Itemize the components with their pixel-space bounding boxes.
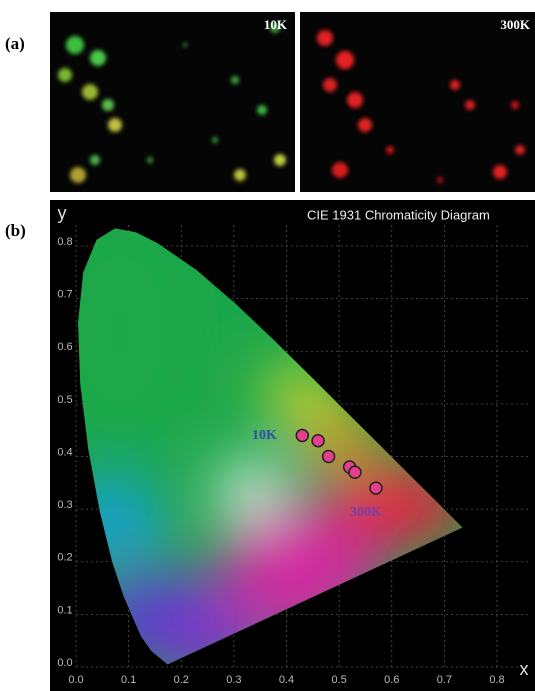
data-point bbox=[349, 466, 361, 478]
x-axis-label: x bbox=[520, 659, 529, 679]
x-tick-label: 0.5 bbox=[331, 674, 346, 686]
x-tick-label: 0.1 bbox=[121, 674, 136, 686]
data-point bbox=[323, 451, 335, 463]
data-point bbox=[296, 429, 308, 441]
figure: (a) (b) 10K 300K CIE 1931 Chromaticity Diagr… bbox=[0, 0, 535, 691]
y-tick-label: 0.8 bbox=[57, 236, 72, 248]
x-tick-label: 0.3 bbox=[226, 674, 241, 686]
y-tick-label: 0.5 bbox=[57, 394, 72, 406]
x-tick-label: 0.6 bbox=[384, 674, 399, 686]
y-tick-label: 0.4 bbox=[57, 446, 72, 458]
y-tick-label: 0.0 bbox=[57, 657, 72, 669]
x-tick-label: 0.4 bbox=[279, 674, 294, 686]
image-10k bbox=[50, 12, 295, 192]
data-point bbox=[370, 482, 382, 494]
chart-title: CIE 1931 Chromaticity Diagram bbox=[307, 207, 490, 222]
annotation: 10K bbox=[252, 428, 277, 443]
x-tick-label: 0.7 bbox=[437, 674, 452, 686]
page: {"panel_labels": ["(a)", "(b)"], "image_… bbox=[0, 0, 535, 691]
image-label: 300K bbox=[500, 17, 531, 32]
x-tick-label: 0.0 bbox=[68, 674, 83, 686]
panel-label: (a) bbox=[5, 34, 25, 53]
x-tick-label: 0.8 bbox=[489, 674, 504, 686]
y-tick-label: 0.3 bbox=[57, 499, 72, 511]
annotation: 300K bbox=[350, 505, 382, 520]
image-label: 10K bbox=[264, 17, 288, 32]
y-tick-label: 0.1 bbox=[57, 604, 72, 616]
y-tick-label: 0.6 bbox=[57, 341, 72, 353]
y-tick-label: 0.2 bbox=[57, 552, 72, 564]
y-axis-label: y bbox=[58, 203, 67, 223]
y-tick-label: 0.7 bbox=[57, 289, 72, 301]
data-point bbox=[312, 435, 324, 447]
panel-label: (b) bbox=[5, 221, 26, 240]
x-tick-label: 0.2 bbox=[174, 674, 189, 686]
